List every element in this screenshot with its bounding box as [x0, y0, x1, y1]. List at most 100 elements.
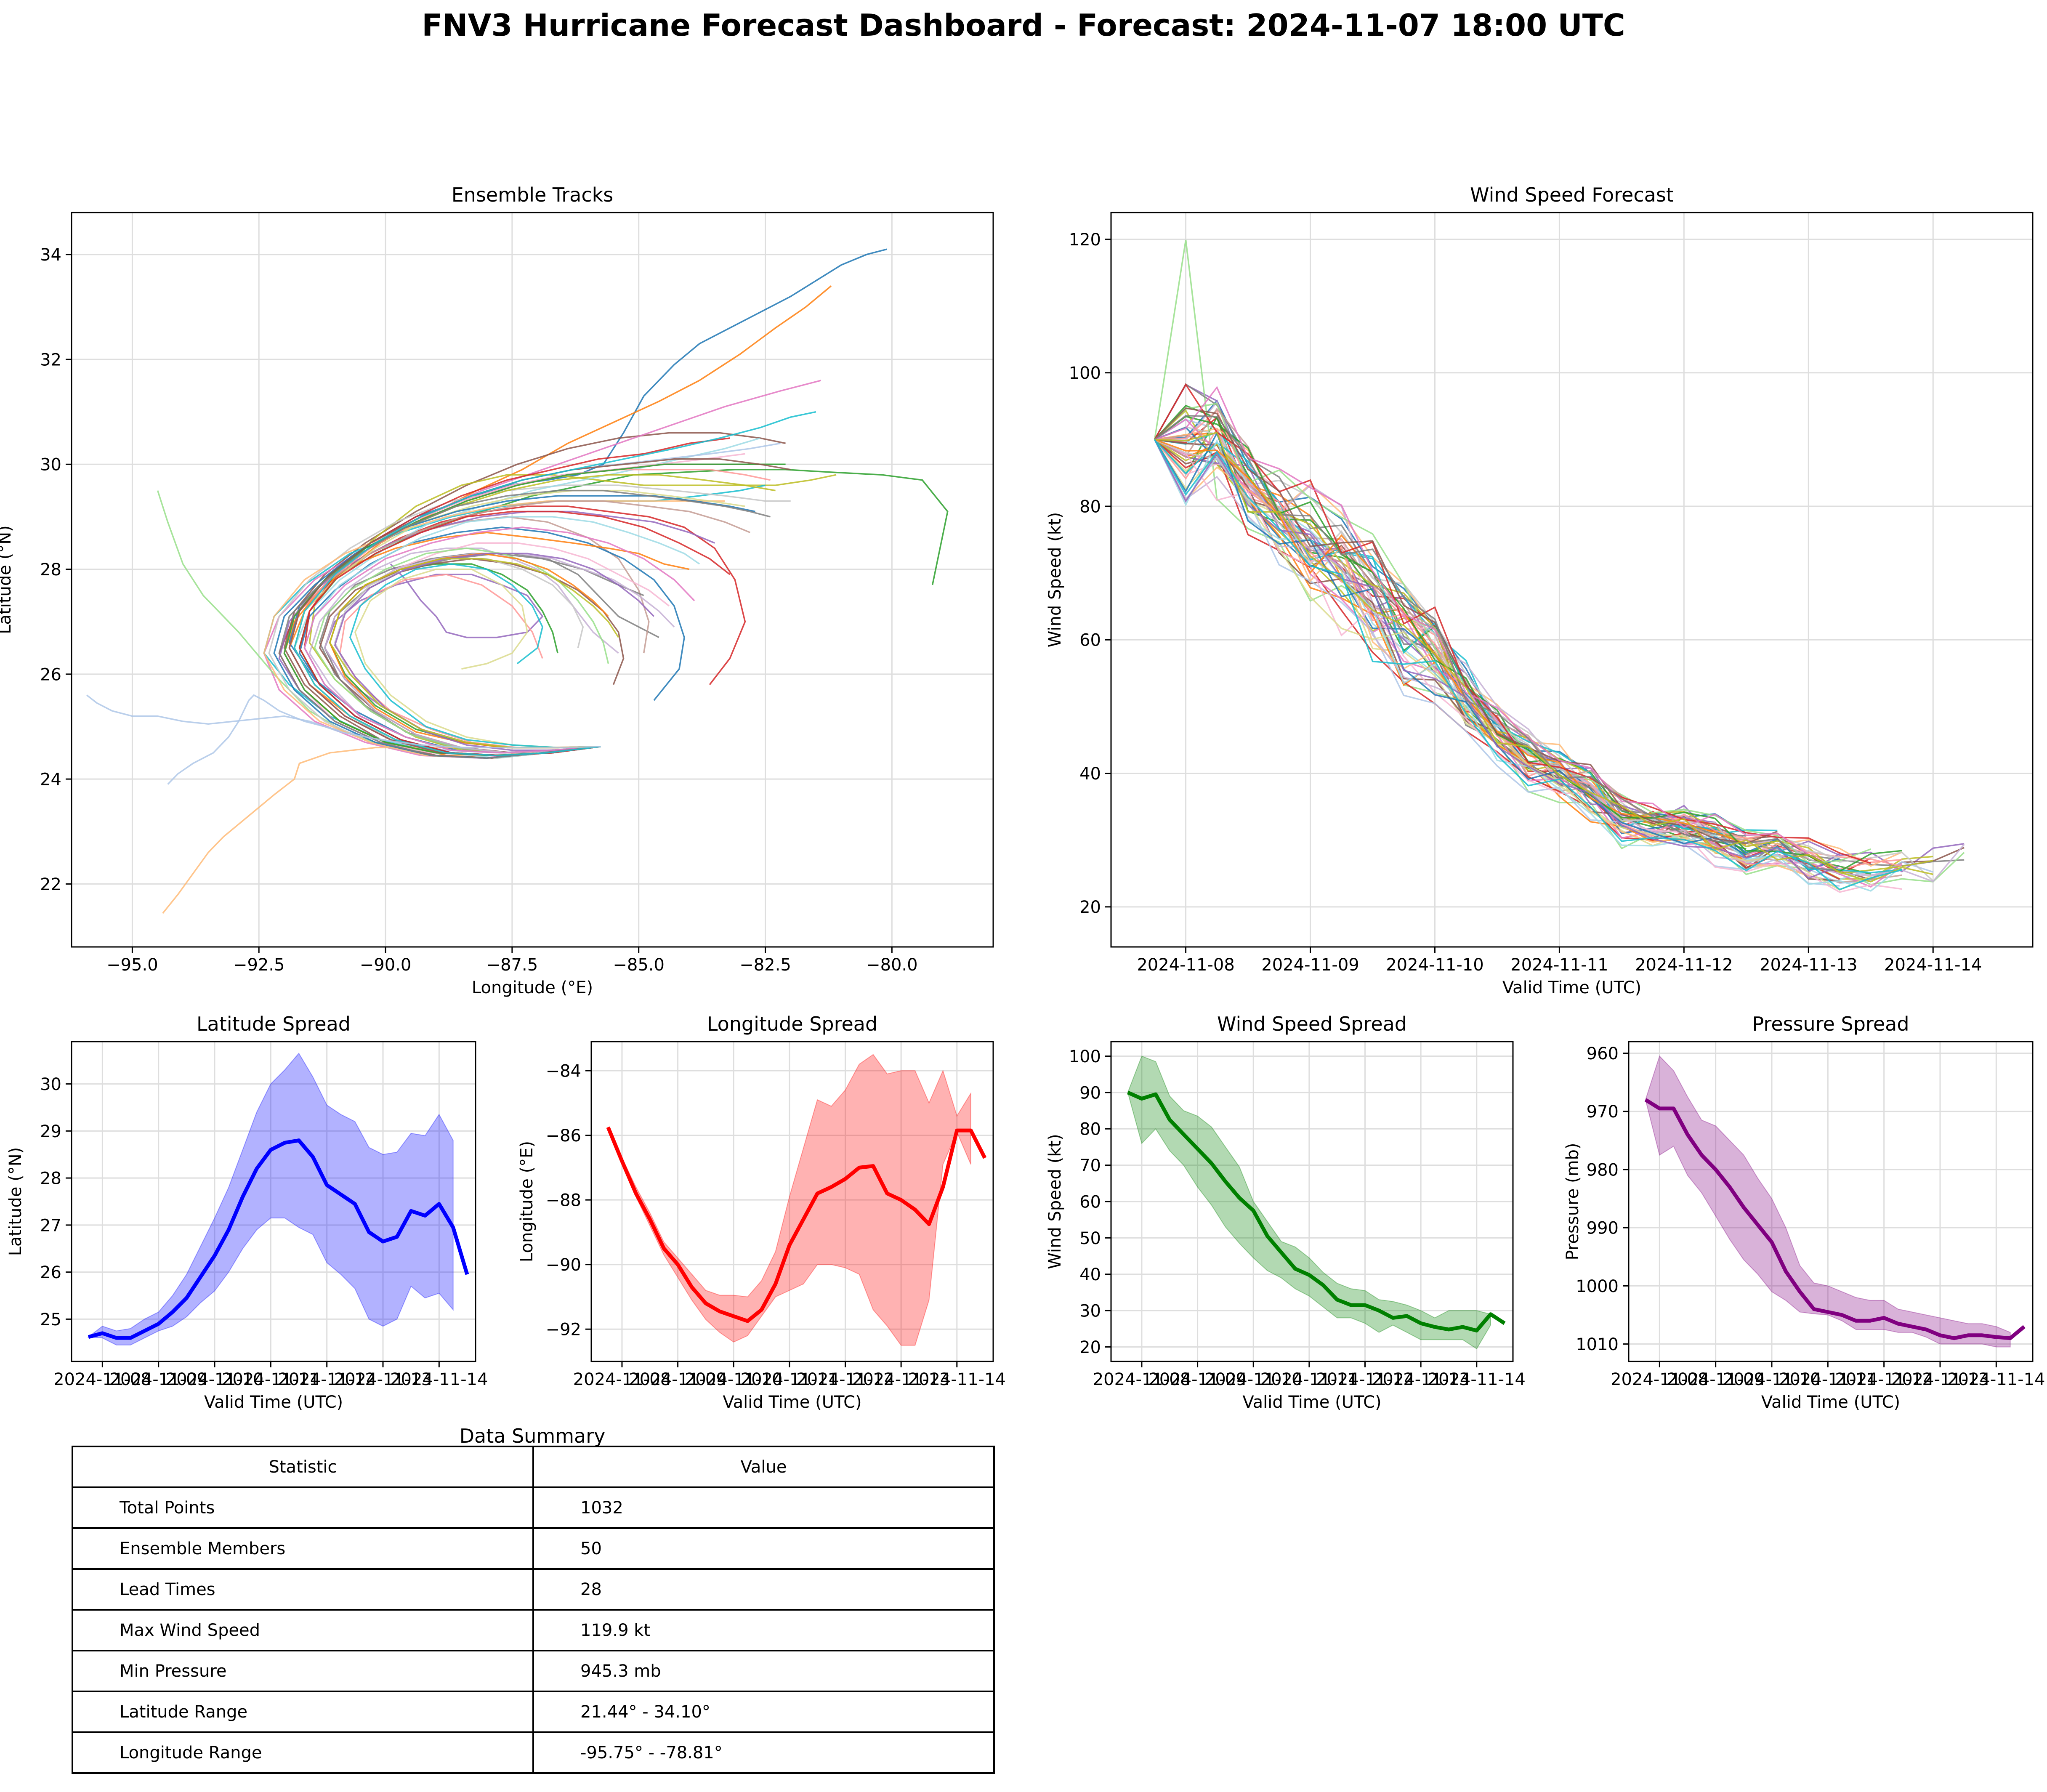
y-tick-label: 80	[1079, 497, 1101, 516]
table-cell-value: 28	[532, 1568, 995, 1611]
ensemble-track-line	[334, 553, 655, 751]
dashboard-title: FNV3 Hurricane Forecast Dashboard - Fore…	[422, 8, 1625, 43]
lon-spread-axes: 2024-11-082024-11-092024-11-102024-11-11…	[517, 1013, 1006, 1412]
y-tick-label: 32	[40, 350, 61, 370]
lat-spread-axes: 2024-11-082024-11-092024-11-102024-11-11…	[6, 1013, 488, 1412]
ensemble-track-line	[298, 510, 731, 756]
x-tick-label: 2024-11-09	[1261, 955, 1359, 975]
y-tick-label: 30	[1079, 1301, 1101, 1321]
x-axis-label: Valid Time (UTC)	[1761, 1393, 1900, 1412]
wind-member-line	[1154, 386, 1809, 855]
ensemble-track-line	[329, 558, 619, 749]
y-tick-label: 50	[1079, 1229, 1101, 1248]
pressure-mean-line	[1644, 1098, 2026, 1340]
y-tick-label: 24	[40, 770, 61, 790]
track-lines	[86, 248, 949, 914]
table-cell-statistic: Max Wind Speed	[72, 1609, 534, 1651]
x-tick-label: 2024-11-11	[1779, 1370, 1877, 1389]
x-tick-label: 2024-11-11	[741, 1370, 838, 1389]
y-axis-label: Pressure (mb)	[1563, 1143, 1582, 1260]
table-row: Latitude Range 21.44° - 34.10°	[72, 1691, 995, 1733]
ensemble-track-line	[293, 411, 816, 756]
y-tick-label: 100	[1069, 1047, 1101, 1066]
x-tick-label: 2024-11-10	[1386, 955, 1483, 975]
y-axis-label: Wind Speed (kt)	[1045, 1134, 1065, 1269]
x-tick-label: 2024-11-08	[1137, 955, 1234, 975]
table-cell-value: 21.44° - 34.10°	[532, 1691, 995, 1733]
x-axis-label: Longitude (°E)	[472, 978, 593, 997]
x-tick-label: −95.0	[106, 955, 158, 975]
wind-member-line	[1154, 439, 1902, 891]
table-cell-statistic: Min Pressure	[72, 1650, 534, 1692]
table-row: Max Wind Speed 119.9 kt	[72, 1609, 995, 1651]
y-tick-label: 29	[40, 1122, 61, 1141]
y-tick-label: 34	[40, 245, 61, 265]
pressure-spread-frame	[1628, 1041, 2034, 1362]
x-tick-label: 2024-11-12	[1835, 1370, 1933, 1389]
wind-plot-frame	[1110, 212, 2034, 948]
wind-member-line	[1154, 439, 1965, 883]
wind-spread-frame	[1110, 1041, 1514, 1362]
x-tick-label: 2024-11-14	[390, 1370, 488, 1389]
lat-spread-frame	[71, 1041, 476, 1362]
y-tick-label: 90	[1079, 1083, 1101, 1103]
y-tick-label: −86	[546, 1126, 581, 1146]
latitude-mean-line	[88, 1138, 469, 1340]
y-tick-label: 970	[1587, 1102, 1619, 1122]
table-header-row: Statistic Value	[72, 1446, 995, 1488]
wind-member-line	[1154, 431, 1747, 856]
x-tick-label: 2024-11-08	[573, 1370, 671, 1389]
x-axis-label: Valid Time (UTC)	[204, 1393, 343, 1412]
ensemble-track-line	[303, 526, 695, 754]
x-tick-label: −92.5	[233, 955, 285, 975]
x-tick-label: 2024-11-13	[852, 1370, 950, 1389]
wind-member-line	[1154, 426, 1934, 882]
table-title: Data Summary	[459, 1425, 606, 1447]
table-cell-value: 1032	[532, 1486, 995, 1529]
x-tick-label: 2024-11-11	[1260, 1370, 1358, 1389]
table-row: Min Pressure 945.3 mb	[72, 1650, 995, 1692]
ensemble-track-line	[86, 694, 601, 749]
table-cell-statistic: Lead Times	[72, 1568, 534, 1611]
x-tick-label: 2024-11-08	[53, 1370, 151, 1389]
y-tick-label: 26	[40, 1263, 61, 1282]
y-tick-label: 30	[40, 455, 61, 475]
y-tick-label: −90	[546, 1255, 581, 1275]
wind-lines	[1154, 239, 1965, 893]
x-tick-label: 2024-11-14	[1428, 1370, 1526, 1389]
wind-member-line	[1154, 439, 1840, 887]
x-tick-label: 2024-11-10	[166, 1370, 263, 1389]
table-cell-value: -95.75° - -78.81°	[532, 1731, 995, 1774]
ensemble-track-line	[314, 547, 609, 754]
ensemble-track-line	[288, 458, 791, 756]
x-tick-label: 2024-11-13	[334, 1370, 432, 1389]
y-tick-label: 28	[40, 1169, 61, 1188]
chart-title: Longitude Spread	[707, 1013, 877, 1035]
x-tick-label: 2024-11-14	[1947, 1370, 2045, 1389]
wind-spread-axes: 2024-11-082024-11-092024-11-102024-11-11…	[1045, 1013, 1526, 1412]
wind-member-line	[1154, 415, 1840, 872]
table-cell-value: 50	[532, 1527, 995, 1570]
y-axis-label: Latitude (°N)	[6, 1147, 25, 1256]
x-tick-label: −87.5	[486, 955, 538, 975]
table-cell-statistic: Ensemble Members	[72, 1527, 534, 1570]
y-tick-label: 40	[1079, 1265, 1101, 1284]
table-cell-value: 119.9 kt	[532, 1609, 995, 1651]
table-cell-statistic: Longitude Range	[72, 1731, 534, 1774]
x-tick-label: 2024-11-10	[1723, 1370, 1821, 1389]
ensemble-track-line	[283, 463, 786, 756]
x-tick-label: 2024-11-09	[629, 1370, 726, 1389]
table-header-statistic: Statistic	[72, 1446, 534, 1488]
table-cell-value: 945.3 mb	[532, 1650, 995, 1692]
chart-title: Pressure Spread	[1752, 1013, 1909, 1035]
y-tick-label: −84	[546, 1061, 581, 1081]
ensemble-track-line	[283, 432, 786, 759]
wind-member-line	[1154, 431, 1933, 883]
x-tick-label: 2024-11-09	[1667, 1370, 1764, 1389]
x-tick-label: 2024-11-09	[109, 1370, 207, 1389]
x-tick-label: −82.5	[739, 955, 791, 975]
chart-title: Wind Speed Spread	[1217, 1013, 1407, 1035]
